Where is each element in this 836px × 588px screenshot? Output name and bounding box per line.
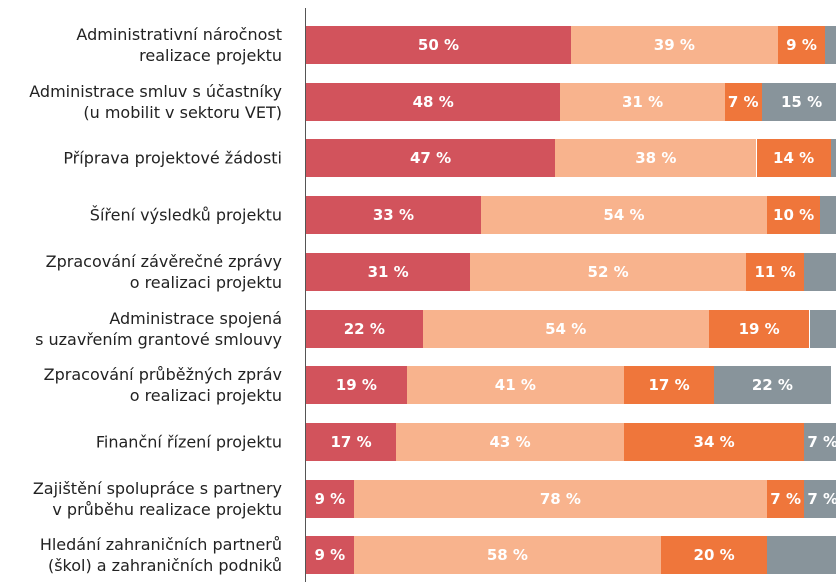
bar-segment [560,82,725,121]
value-label: 38 % [635,149,677,168]
bar-segment [422,309,709,348]
value-label: 78 % [539,489,581,508]
value-label: 22 % [343,319,385,338]
category-label: Šíření výsledků projektu [89,205,282,225]
bar-segment [306,479,354,518]
bar-segment [571,26,778,64]
bar-segment [306,536,354,575]
category-label: Příprava projektové žádosti [63,148,282,168]
bar-segment [767,479,805,518]
bar-segment [767,536,836,575]
value-label: 48 % [412,92,454,111]
bar-segment [306,422,397,461]
bar-segment [306,139,556,178]
value-label: 7 % [770,489,801,508]
bar-segment [306,82,561,121]
value-label: 31 % [621,92,664,111]
bar-segment [624,366,715,405]
value-label: 58 % [486,546,528,565]
value-label: 31 % [367,262,409,281]
value-label: 9 % [314,489,346,508]
category-label: Zpracování závěrečné zprávy o realizaci … [45,251,282,292]
bar-segment [480,196,768,235]
value-label: 22 % [751,376,793,395]
value-label: 41 % [494,376,536,395]
value-label: 54 % [603,206,645,225]
value-label: 47 % [409,149,452,168]
bar-segment [745,252,805,291]
bar-segment [825,26,836,64]
bar-segment [306,26,571,64]
value-label: 10 % [773,206,815,225]
bar-segment [820,196,836,235]
bar-segment [306,196,481,235]
category-label: Administrace smluv s účastníky (u mobili… [29,81,282,122]
value-label: 11 % [754,262,796,281]
category-label: Zpracování průběžných zpráv o realizaci … [43,365,282,406]
bar-segment [470,252,746,291]
value-label: 54 % [545,319,587,338]
value-label: 17 % [648,376,690,395]
bar-segment [830,139,836,178]
bar-segment [306,252,471,291]
value-label: 9 % [786,36,817,54]
category-label: Finanční řízení projektu [95,432,282,452]
bar-segment [555,139,757,178]
axis-line [305,8,306,582]
value-label: 39 % [653,36,695,54]
bar-segment [661,536,768,575]
category-label: Administrace spojená s uzavřením grantov… [35,308,282,349]
value-label: 7 % [807,489,836,508]
bar-segment [756,139,831,178]
bar-segment [406,366,624,405]
bar-segment [809,309,836,348]
bar-segment [306,366,407,405]
value-label: 52 % [587,262,629,281]
category-label: Hledání zahraničních partnerů (škol) a z… [39,535,282,576]
category-label: Administrativní náročnost realizace proj… [76,25,282,65]
value-label: 14 % [773,149,815,168]
value-label: 50 % [417,36,460,54]
bar-segment [777,26,826,64]
bar-segment [708,309,810,348]
value-label: 43 % [489,432,531,451]
bar-segment [804,252,836,291]
bar-segment [804,422,836,461]
bar-segment [396,422,624,461]
value-label: 7 % [727,92,759,111]
bar-segment [761,82,836,121]
value-label: 15 % [780,92,823,111]
bar-segment [724,82,762,121]
bar-segment [804,479,836,518]
value-label: 17 % [330,432,372,451]
value-label: 34 % [693,432,735,451]
bar-segment [624,422,805,461]
value-label: 19 % [335,376,377,395]
category-label: Zajištění spolupráce s partnery v průběh… [32,478,282,519]
bar-segment [353,479,768,518]
value-label: 20 % [693,546,735,565]
value-label: 19 % [738,319,780,338]
bar-segment [306,309,423,348]
bar-segment [714,366,831,405]
bar-segment [353,536,662,575]
value-label: 33 % [372,206,415,225]
value-label: 7 % [807,432,836,451]
value-label: 9 % [314,546,346,565]
bar-segment [767,196,821,235]
